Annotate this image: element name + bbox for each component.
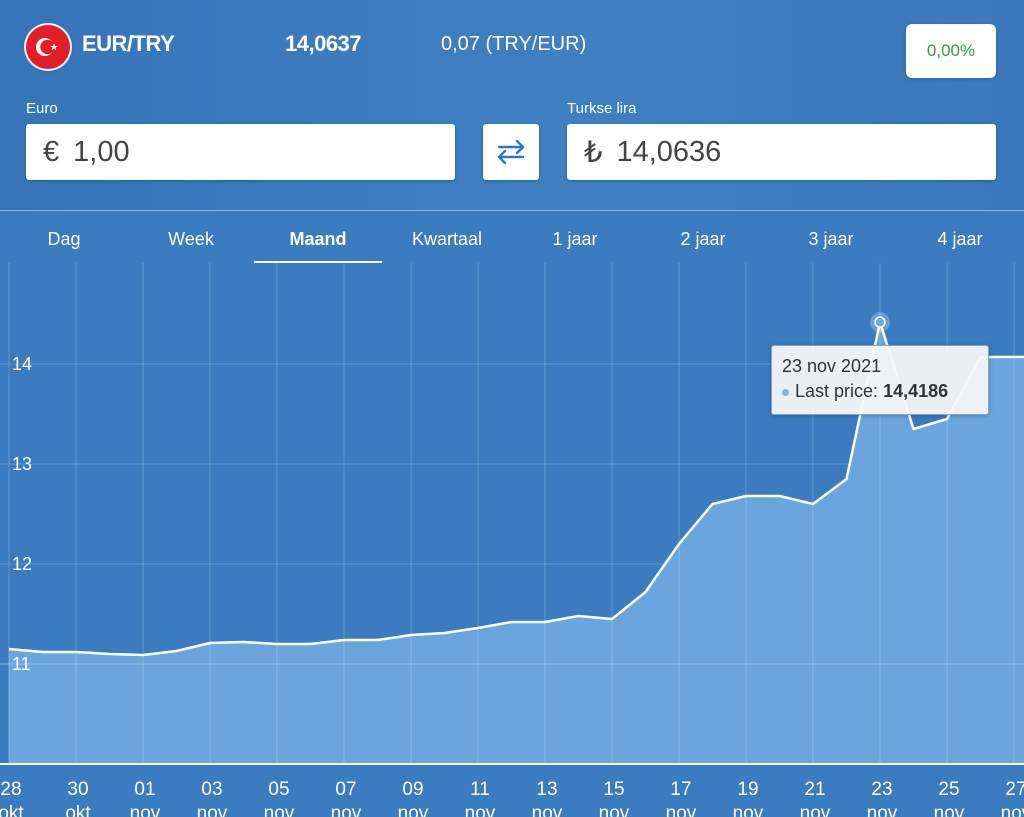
change-badge: 0,00% [906,24,996,78]
from-currency-label: Euro [26,100,58,117]
price-area [9,322,1024,764]
to-amount-value: 14,0636 [616,135,722,168]
tooltip-series-label: Last price: [795,381,879,401]
tab-2-jaar[interactable]: 2 jaar [680,229,726,249]
x-tick-day: 28 [0,779,21,800]
x-tick-day: 13 [536,779,557,800]
x-tick-month: nov [465,803,496,817]
x-tick-day: 11 [470,779,490,800]
to-currency-label: Turkse lira [567,100,637,117]
x-tick-month: nov [934,803,965,817]
x-tick-month: nov [733,803,764,817]
x-tick-day: 15 [603,779,624,800]
x-tick-month: okt [65,803,91,817]
x-tick-month: nov [331,803,362,817]
x-tick-day: 27 [1005,779,1024,800]
x-tick-month: nov [264,803,295,817]
from-amount-value: 1,00 [73,135,130,168]
tab-week[interactable]: Week [168,229,214,249]
x-tick-month: nov [800,803,831,817]
x-tick-month: nov [1001,803,1024,817]
currency-pair: EUR/TRY [82,31,175,56]
exchange-rate: 14,0637 [285,31,362,56]
x-tick-day: 01 [134,779,155,800]
y-tick-label: 13 [12,454,32,474]
highlight-point [874,316,886,328]
x-tick-day: 17 [670,779,691,800]
y-tick-label: 11 [12,654,31,674]
chart-tooltip: 23 nov 2021 Last price: 14,4186 [771,345,989,415]
tab-maand[interactable]: Maand [254,211,382,264]
to-amount-field[interactable]: ₺ 14,0636 [567,124,996,180]
period-tabs: Dag Week Maand Kwartaal 1 jaar 2 jaar 3 … [0,210,1024,264]
x-tick-day: 25 [938,779,959,800]
inverse-rate: 0,07 (TRY/EUR) [441,33,587,55]
tooltip-price-line: Last price: 14,4186 [782,381,978,402]
x-tick-day: 03 [201,779,222,800]
tab-1-jaar[interactable]: 1 jaar [552,229,598,249]
y-tick-label: 14 [12,354,32,374]
x-tick-day: 19 [737,779,758,800]
x-tick-month: nov [867,803,898,817]
swap-arrows-icon [497,139,525,165]
tooltip-date: 23 nov 2021 [782,356,882,376]
x-tick-month: nov [599,803,630,817]
lira-symbol: ₺ [584,136,603,169]
tab-kwartaal[interactable]: Kwartaal [411,229,483,249]
x-tick-month: nov [130,803,161,817]
x-tick-day: 23 [871,779,892,800]
tab-dag[interactable]: Dag [47,229,81,249]
x-tick-day: 07 [335,779,356,800]
converter-header: EUR/TRY 14,0637 0,07 (TRY/EUR) 0,00% Eur… [0,0,1024,210]
euro-symbol: € [43,135,60,168]
tab-3-jaar[interactable]: 3 jaar [808,229,854,249]
turkey-flag-icon [26,25,70,69]
x-tick-month: okt [0,803,24,817]
x-tick-day: 21 [804,779,825,800]
x-tick-month: nov [197,803,228,817]
price-chart[interactable]: 11 12 13 14 28 okt 30 okt 01 nov 03 nov 05 nov 07 nov 09… [0,263,1024,817]
tab-4-jaar[interactable]: 4 jaar [937,229,983,249]
tooltip-value: 14,4186 [883,381,949,401]
x-tick-month: nov [666,803,697,817]
y-tick-label: 12 [12,554,32,574]
from-amount-field[interactable]: € 1,00 [26,124,455,180]
x-tick-month: nov [398,803,429,817]
x-tick-day: 05 [268,779,289,800]
x-tick-day: 30 [67,779,88,800]
x-tick-day: 09 [402,779,423,800]
x-tick-month: nov [532,803,563,817]
series-dot-icon [782,388,789,396]
swap-currencies-button[interactable] [483,124,539,180]
